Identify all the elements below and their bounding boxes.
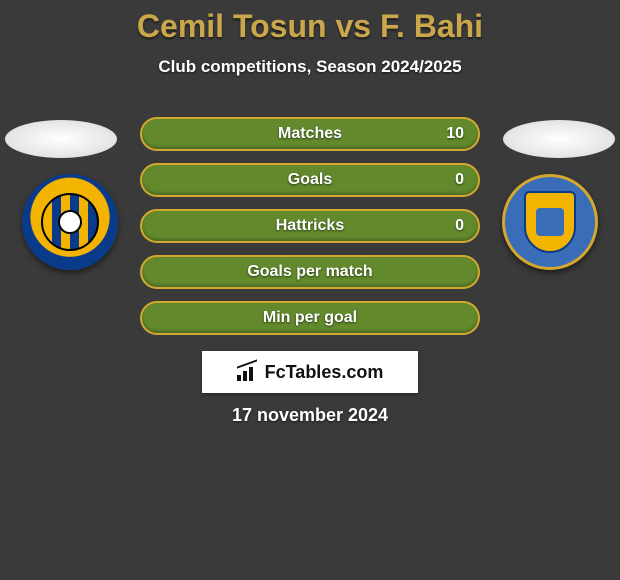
- player-left-avatar-placeholder: [5, 120, 117, 158]
- club-badge-left-stripes: [41, 193, 99, 251]
- stat-gpm-label: Goals per match: [247, 263, 372, 281]
- chart-icon: [237, 363, 259, 381]
- stat-row-mpg: Min per goal: [140, 301, 480, 335]
- stat-mpg-label: Min per goal: [263, 309, 357, 327]
- club-badge-right-emblem: [536, 208, 564, 236]
- stat-row-hattricks: Hattricks 0: [140, 209, 480, 243]
- stat-matches-label: Matches: [278, 125, 342, 143]
- page-title: Cemil Tosun vs F. Bahi: [0, 8, 620, 45]
- fctables-label: FcTables.com: [265, 362, 384, 383]
- stat-row-matches: Matches 10: [140, 117, 480, 151]
- stat-hattricks-label: Hattricks: [276, 217, 344, 235]
- stat-matches-right: 10: [446, 125, 464, 143]
- season-subtitle: Club competitions, Season 2024/2025: [0, 57, 620, 77]
- stat-row-goals: Goals 0: [140, 163, 480, 197]
- stats-table: Matches 10 Goals 0 Hattricks 0 Goals per…: [140, 117, 480, 335]
- stat-row-gpm: Goals per match: [140, 255, 480, 289]
- stat-goals-right: 0: [455, 171, 464, 189]
- comparison-card: Cemil Tosun vs F. Bahi Club competitions…: [0, 0, 620, 426]
- club-badge-left-ball: [58, 210, 82, 234]
- fctables-link[interactable]: FcTables.com: [202, 351, 418, 393]
- club-badge-left: [22, 174, 118, 270]
- player-right-avatar-placeholder: [503, 120, 615, 158]
- snapshot-date: 17 november 2024: [0, 405, 620, 426]
- club-badge-right: [502, 174, 598, 270]
- stat-hattricks-right: 0: [455, 217, 464, 235]
- stat-goals-label: Goals: [288, 171, 332, 189]
- club-badge-right-shield: [524, 191, 576, 253]
